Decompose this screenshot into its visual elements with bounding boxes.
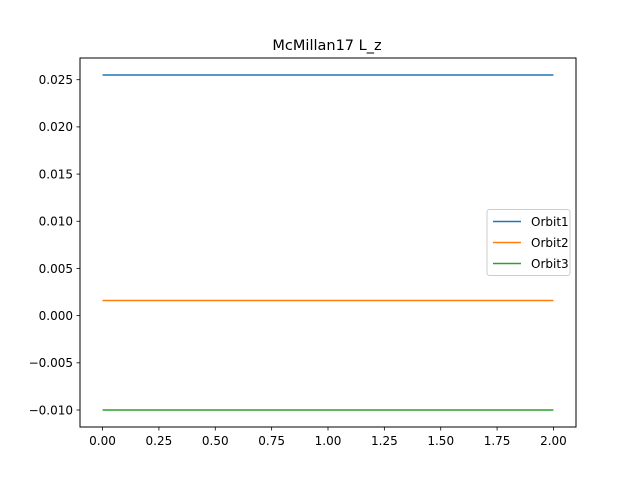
legend-label: Orbit3 bbox=[531, 257, 569, 271]
legend-label: Orbit1 bbox=[531, 215, 569, 229]
y-tick-label: 0.025 bbox=[39, 73, 73, 87]
x-tick-label: 1.00 bbox=[315, 434, 342, 448]
y-tick-label: 0.020 bbox=[39, 120, 73, 134]
y-tick-label: 0.005 bbox=[39, 262, 73, 276]
legend: Orbit1 Orbit2 Orbit3 bbox=[486, 209, 571, 276]
series-layer bbox=[102, 74, 554, 411]
y-tick-label: −0.005 bbox=[29, 356, 73, 370]
legend-label: Orbit2 bbox=[531, 236, 569, 250]
x-tick-label: 1.75 bbox=[484, 434, 511, 448]
y-tick-label: 0.000 bbox=[39, 309, 73, 323]
x-tick-label: 0.00 bbox=[89, 434, 116, 448]
x-tick-label: 1.50 bbox=[427, 434, 454, 448]
x-tick-label: 1.25 bbox=[371, 434, 398, 448]
y-tick-label: 0.010 bbox=[39, 215, 73, 229]
x-axis: 0.00 0.25 0.50 0.75 1.00 1.25 1.50 1.75 2.00 bbox=[89, 427, 567, 448]
x-tick-label: 2.00 bbox=[540, 434, 567, 448]
x-tick-label: 0.75 bbox=[258, 434, 285, 448]
x-tick-label: 0.50 bbox=[202, 434, 229, 448]
x-tick-label: 0.25 bbox=[146, 434, 173, 448]
legend-box bbox=[486, 209, 571, 276]
y-tick-label: 0.015 bbox=[39, 167, 73, 181]
chart-title: McMillan17 L_z bbox=[272, 38, 381, 54]
y-axis: −0.010 −0.005 0.000 0.005 0.010 0.015 0.020 0.0… bbox=[29, 73, 80, 417]
y-tick-label: −0.010 bbox=[29, 403, 73, 417]
